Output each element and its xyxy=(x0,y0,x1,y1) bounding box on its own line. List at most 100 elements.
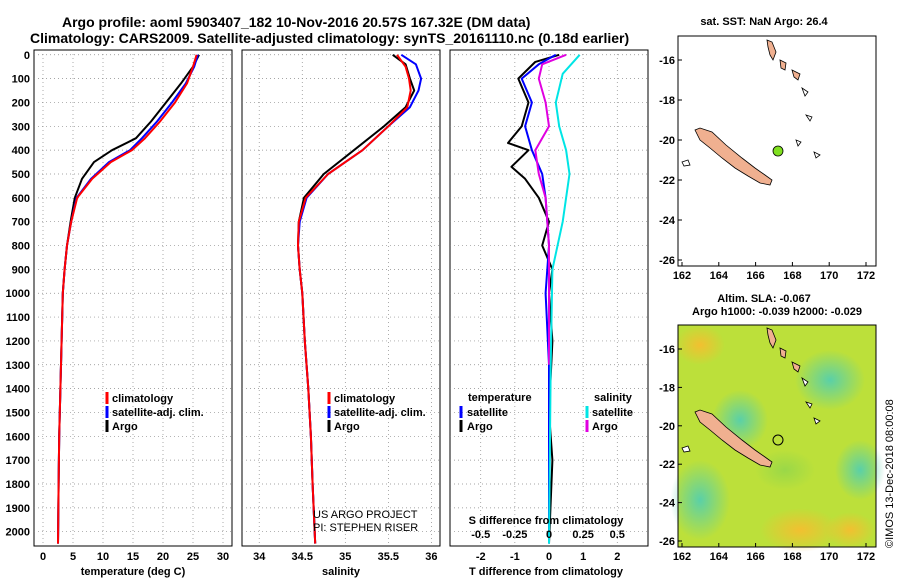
islet xyxy=(801,376,809,387)
lon-tick-label: 172 xyxy=(857,551,875,563)
lon-tick-label: 164 xyxy=(710,270,729,282)
series-line-argo xyxy=(297,53,416,544)
lat-tick-label: -20 xyxy=(659,135,675,147)
s-difference-title: S difference from climatology xyxy=(469,515,625,527)
x-tick-label: 34 xyxy=(253,551,266,563)
project-credit: US ARGO PROJECT xyxy=(313,509,418,521)
x-tick-label: 0 xyxy=(40,551,46,563)
lat-tick-label: -26 xyxy=(659,255,675,267)
legend-t-satellite-label: satellite xyxy=(467,407,508,419)
series-line-climatology xyxy=(297,54,412,544)
lon-tick-label: 168 xyxy=(783,551,801,563)
depth-tick-label: 1600 xyxy=(6,431,30,443)
islet xyxy=(681,159,691,167)
lat-tick-label: -16 xyxy=(659,55,675,67)
vanuatu-island xyxy=(791,69,801,81)
map-bottom-title-2: Argo h1000: -0.039 h2000: -0.029 xyxy=(692,306,862,318)
legend-climatology-label: climatology xyxy=(112,393,174,405)
title-line-1: Argo profile: aoml 5903407_182 10-Nov-20… xyxy=(62,14,531,30)
islet xyxy=(813,417,821,425)
salinity-panel-frame xyxy=(241,49,441,547)
islet xyxy=(805,114,813,122)
vanuatu-island xyxy=(779,59,787,71)
pi-credit: PI: STEPHEN RISER xyxy=(313,522,418,534)
legend-satellite-label: satellite-adj. clim. xyxy=(334,407,426,419)
legend-salinity-heading: salinity xyxy=(594,392,633,404)
x-tick-label: 0 xyxy=(546,551,552,563)
depth-tick-label: 200 xyxy=(12,97,30,109)
lon-tick-label: 172 xyxy=(857,270,875,282)
depth-tick-label: 800 xyxy=(12,241,30,253)
legend-climatology-label: climatology xyxy=(334,393,396,405)
s-diff-tick-label: 0.5 xyxy=(610,529,625,541)
title-line-2: Climatology: CARS2009. Satellite-adjuste… xyxy=(30,30,630,46)
depth-tick-label: 2000 xyxy=(6,527,30,539)
argo-float-marker xyxy=(772,434,784,446)
depth-tick-label: 400 xyxy=(12,145,30,157)
sla-anomaly-patches xyxy=(670,325,885,552)
series-line-salinity_sat xyxy=(548,54,581,544)
legend-t-argo-label: Argo xyxy=(467,421,493,433)
islet xyxy=(801,86,809,97)
islet xyxy=(813,151,821,159)
map-bottom-title-1: Altim. SLA: -0.067 xyxy=(717,293,811,305)
depth-tick-label: 600 xyxy=(12,193,30,205)
sla-low-patch xyxy=(670,460,730,540)
depth-tick-label: 1800 xyxy=(6,479,30,491)
islet xyxy=(681,445,691,453)
x-tick-label: 10 xyxy=(97,551,109,563)
legend-s-argo-label: Argo xyxy=(592,421,618,433)
lat-tick-label: -24 xyxy=(659,498,676,510)
lat-tick-label: -24 xyxy=(659,215,676,227)
islet xyxy=(805,401,813,409)
x-tick-label: 25 xyxy=(187,551,199,563)
depth-tick-label: 100 xyxy=(12,74,30,86)
lon-tick-label: 170 xyxy=(820,551,838,563)
lat-tick-label: -18 xyxy=(659,95,675,107)
x-tick-label: 34.5 xyxy=(292,551,313,563)
t-difference-axis-label: T difference from climatology xyxy=(469,566,624,578)
lat-tick-label: -20 xyxy=(659,421,675,433)
legend-satellite-label: satellite-adj. clim. xyxy=(112,407,204,419)
lon-tick-label: 166 xyxy=(746,551,764,563)
x-tick-label: 36 xyxy=(425,551,437,563)
lon-tick-label: 162 xyxy=(673,270,691,282)
legend-argo-label: Argo xyxy=(334,421,360,433)
x-tick-label: 2 xyxy=(614,551,620,563)
legend-s-satellite-label: satellite xyxy=(592,407,633,419)
lat-tick-label: -26 xyxy=(659,536,675,548)
vanuatu-island xyxy=(766,327,777,349)
depth-tick-label: 900 xyxy=(12,264,30,276)
islet xyxy=(795,139,802,147)
temperature-axis-label: temperature (deg C) xyxy=(81,566,186,578)
sla-mid-patch xyxy=(755,450,815,490)
lat-tick-label: -22 xyxy=(659,459,675,471)
x-tick-label: 1 xyxy=(580,551,586,563)
salinity-axis-label: salinity xyxy=(322,566,361,578)
lon-tick-label: 164 xyxy=(710,551,729,563)
depth-tick-label: 1100 xyxy=(6,312,30,324)
vanuatu-island xyxy=(766,39,777,61)
sla-high-patch xyxy=(675,325,725,365)
x-tick-label: 5 xyxy=(70,551,76,563)
imos-credit: ©IMOS 13-Dec-2018 08:00:08 xyxy=(884,399,896,548)
x-tick-label: 35 xyxy=(339,551,351,563)
s-diff-tick-label: 0 xyxy=(546,529,552,541)
map-top-title: sat. SST: NaN Argo: 26.4 xyxy=(700,16,828,28)
s-diff-tick-label: 0.25 xyxy=(572,529,593,541)
series-line-satellite xyxy=(297,53,423,544)
difference-legend: temperature salinity satellite Argo sate… xyxy=(459,392,633,433)
depth-tick-label: 300 xyxy=(12,121,30,133)
lat-tick-label: -22 xyxy=(659,175,675,187)
sla-high-patch xyxy=(760,508,840,552)
map-bottom-coast xyxy=(681,327,821,468)
series-line-argo xyxy=(57,54,200,544)
s-diff-tick-label: -0.5 xyxy=(471,529,490,541)
depth-tick-label: 500 xyxy=(12,169,30,181)
s-diff-tick-label: -0.25 xyxy=(502,529,527,541)
depth-tick-label: 1000 xyxy=(6,288,30,300)
series-line-salinity_argo xyxy=(534,53,567,365)
x-tick-label: 20 xyxy=(157,551,169,563)
legend-argo-label: Argo xyxy=(112,421,138,433)
